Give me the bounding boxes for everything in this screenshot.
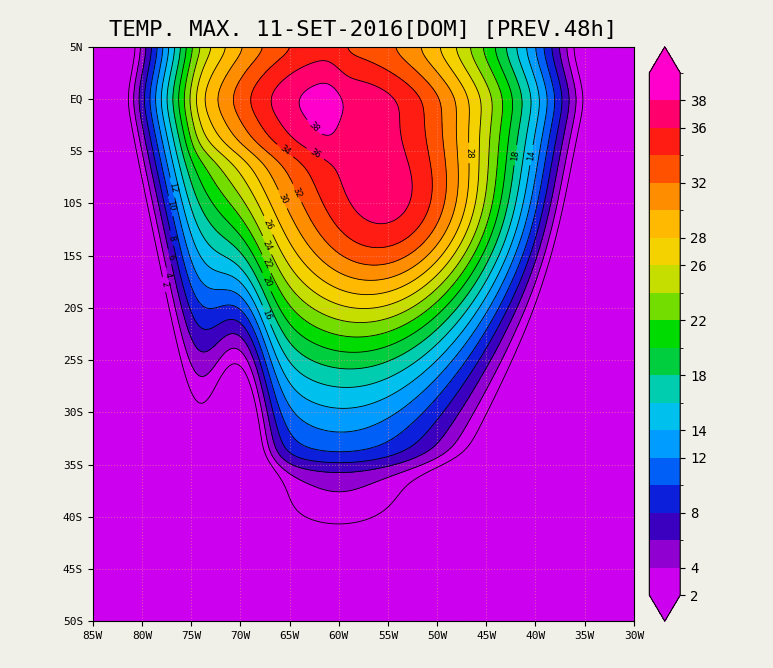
Text: 10: 10	[165, 200, 176, 212]
Text: 12: 12	[167, 182, 178, 194]
Text: 2: 2	[159, 281, 169, 288]
Text: 38: 38	[307, 120, 321, 134]
Text: TEMP. MAX. 11-SET-2016[DOM] [PREV.48h]: TEMP. MAX. 11-SET-2016[DOM] [PREV.48h]	[109, 20, 618, 40]
PathPatch shape	[649, 595, 680, 621]
Text: 28: 28	[465, 148, 473, 158]
Text: 14: 14	[526, 150, 536, 161]
Text: 16: 16	[261, 308, 273, 321]
Text: 18: 18	[510, 150, 520, 161]
Text: 4: 4	[163, 272, 173, 279]
Text: 26: 26	[262, 218, 274, 232]
Text: 32: 32	[291, 186, 304, 200]
Text: 6: 6	[165, 253, 175, 261]
Text: 24: 24	[261, 238, 274, 252]
Text: 36: 36	[308, 147, 322, 160]
Text: 8: 8	[167, 234, 177, 242]
Text: 34: 34	[278, 144, 292, 158]
Text: 22: 22	[261, 257, 273, 271]
Text: 20: 20	[261, 275, 273, 289]
PathPatch shape	[649, 47, 680, 73]
Text: 30: 30	[277, 192, 289, 206]
